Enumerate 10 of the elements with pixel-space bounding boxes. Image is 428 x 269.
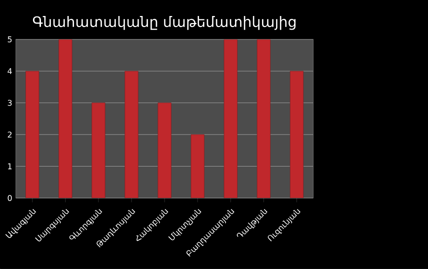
bar [158,102,172,198]
bar [92,102,106,198]
bar [124,70,138,198]
bar [190,134,204,198]
bar [26,70,40,198]
chart-title: Գնահատականը մաթեմատիկայից [32,16,296,30]
bar [58,39,72,198]
bar [224,39,238,198]
bar [256,39,270,198]
bar [290,70,304,198]
